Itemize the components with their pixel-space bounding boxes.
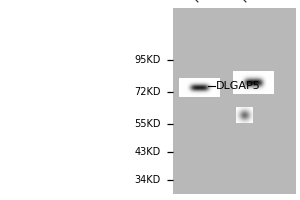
- Text: 72KD: 72KD: [134, 87, 160, 97]
- Text: 34KD: 34KD: [134, 175, 160, 185]
- Text: 55KD: 55KD: [134, 119, 160, 129]
- Text: 95KD: 95KD: [134, 55, 160, 65]
- Bar: [172, 8, 296, 194]
- Text: 43KD: 43KD: [134, 147, 160, 157]
- Text: Mouse liver: Mouse liver: [241, 0, 286, 4]
- Text: Mouse brain: Mouse brain: [193, 0, 241, 4]
- Text: DLGAP5: DLGAP5: [216, 81, 261, 91]
